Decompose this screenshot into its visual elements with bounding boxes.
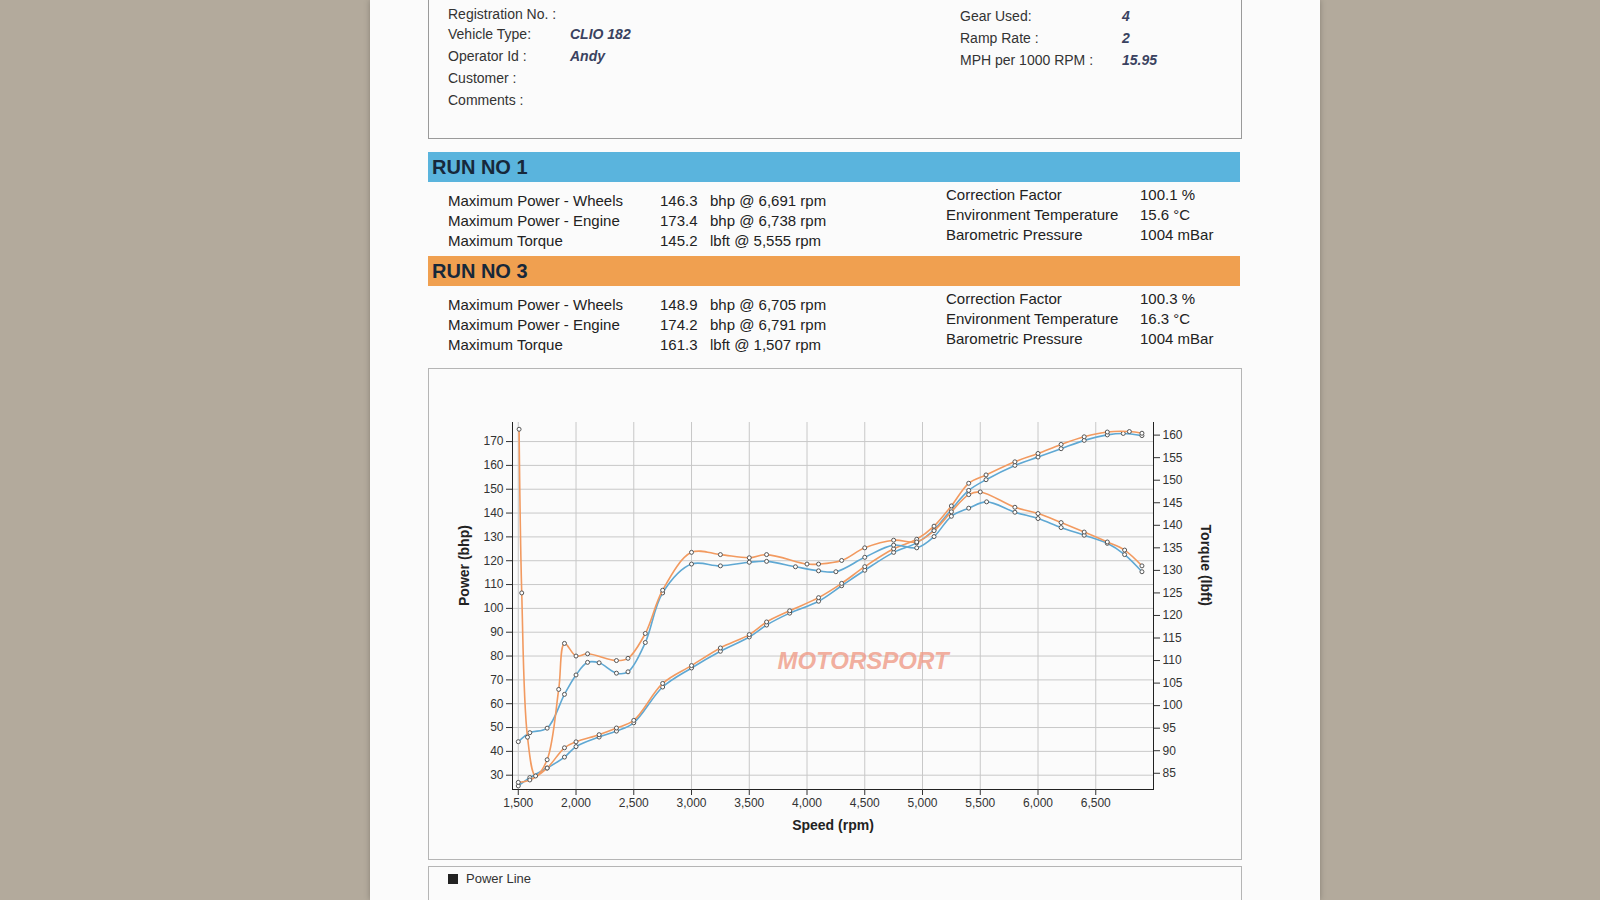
svg-text:140: 140 [1163,518,1183,532]
html-text:RUN NO 3: RUN NO 3 [432,260,528,282]
html-text:Maximum Power - Engine: Maximum Power - Engine [448,316,620,333]
svg-text:50: 50 [490,720,504,734]
svg-text:125: 125 [1163,586,1183,600]
html-text:lbft @ 1,507 rpm: lbft @ 1,507 rpm [710,336,822,353]
svg-text:110: 110 [1163,653,1182,667]
svg-text:150: 150 [1163,473,1183,487]
html-text:100.3 %: 100.3 % [1140,290,1195,307]
html-text:174.2: 174.2 [660,316,698,333]
html-text:1004 mBar: 1004 mBar [1140,226,1214,243]
html-text:Barometric Pressure: Barometric Pressure [946,226,1083,243]
html-text:161.3: 161.3 [660,336,698,353]
html-text:15.6 °C: 15.6 °C [1140,206,1191,223]
html-text:Environment Temperature: Environment Temperature [946,310,1119,327]
svg-text:30: 30 [490,768,504,782]
svg-text:160: 160 [483,458,503,472]
html-text:Andy: Andy [570,48,605,64]
svg-text:90: 90 [490,625,504,639]
html-text:Vehicle Type:: Vehicle Type: [448,26,531,42]
html-text:bhp @ 6,691 rpm: bhp @ 6,691 rpm [710,192,827,209]
html-text:145.2: 145.2 [660,232,698,249]
html-text:Power Line: Power Line [466,871,531,886]
html-text:Customer :: Customer : [448,70,517,86]
html-text:Registration No. :: Registration No. : [448,6,557,22]
html-text:Maximum Power - Engine: Maximum Power - Engine [448,212,620,229]
svg-text:145: 145 [1163,496,1183,510]
html-text:148.9: 148.9 [660,296,698,313]
html-text:15.95: 15.95 [1122,52,1157,68]
svg-text:155: 155 [1163,451,1183,465]
svg-text:85: 85 [1163,766,1177,780]
html-text:2: 2 [1122,30,1130,46]
svg-text:140: 140 [483,506,503,520]
html-text:4: 4 [1122,8,1130,24]
svg-text:160: 160 [1163,428,1183,442]
svg-text:3,000: 3,000 [677,796,707,810]
svg-text:70: 70 [490,673,504,687]
html-text:bhp @ 6,791 rpm: bhp @ 6,791 rpm [710,316,827,333]
svg-text:Power (bhp): Power (bhp) [456,525,472,606]
html-text:lbft @ 5,555 rpm: lbft @ 5,555 rpm [710,232,822,249]
html-text:173.4: 173.4 [660,212,698,229]
svg-text:100: 100 [483,601,503,615]
svg-text:Torque (lbft): Torque (lbft) [1198,525,1214,606]
svg-text:95: 95 [1163,721,1177,735]
html-text:100.1 %: 100.1 % [1140,186,1195,203]
svg-text:115: 115 [1163,631,1182,645]
svg-text:6,500: 6,500 [1081,796,1111,810]
svg-text:90: 90 [1163,744,1177,758]
svg-text:130: 130 [483,530,503,544]
svg-text:150: 150 [483,482,503,496]
html-text:Maximum Power - Wheels: Maximum Power - Wheels [448,192,623,209]
svg-text:120: 120 [1163,608,1183,622]
svg-text:80: 80 [490,649,504,663]
svg-text:5,000: 5,000 [907,796,937,810]
svg-text:2,000: 2,000 [561,796,591,810]
svg-text:40: 40 [490,744,504,758]
html-text:bhp @ 6,738 rpm: bhp @ 6,738 rpm [710,212,827,229]
html-text:Correction Factor: Correction Factor [946,186,1062,203]
svg-text:4,500: 4,500 [850,796,880,810]
svg-text:MOTORSPORT: MOTORSPORT [777,647,950,674]
html-text:Maximum Torque: Maximum Torque [448,232,563,249]
svg-text:5,500: 5,500 [965,796,995,810]
svg-text:2,500: 2,500 [619,796,649,810]
svg-text:105: 105 [1163,676,1183,690]
svg-text:6,000: 6,000 [1023,796,1053,810]
html-text:Gear Used:: Gear Used: [960,8,1032,24]
svg-text:4,000: 4,000 [792,796,822,810]
svg-text:1,500: 1,500 [503,796,533,810]
svg-text:170: 170 [483,434,503,448]
html-text:Operator Id :: Operator Id : [448,48,527,64]
svg-text:3,500: 3,500 [734,796,764,810]
html-text:1004 mBar: 1004 mBar [1140,330,1214,347]
html-text:Ramp Rate :: Ramp Rate : [960,30,1039,46]
html-text:146.3: 146.3 [660,192,698,209]
html-text:Maximum Torque: Maximum Torque [448,336,563,353]
svg-text:100: 100 [1163,698,1183,712]
svg-text:130: 130 [1163,563,1183,577]
html-text:Maximum Power - Wheels: Maximum Power - Wheels [448,296,623,313]
html-text:Comments :: Comments : [448,92,524,108]
svg-text:135: 135 [1163,541,1183,555]
html-text:Environment Temperature: Environment Temperature [946,206,1119,223]
svg-text:Speed (rpm): Speed (rpm) [792,817,874,833]
svg-text:110: 110 [484,577,503,591]
svg-text:60: 60 [490,697,504,711]
html-text:RUN NO 1: RUN NO 1 [432,156,528,178]
html-text:Barometric Pressure: Barometric Pressure [946,330,1083,347]
html-text:Correction Factor: Correction Factor [946,290,1062,307]
html-text:MPH per 1000 RPM :: MPH per 1000 RPM : [960,52,1094,68]
html-text:16.3 °C: 16.3 °C [1140,310,1191,327]
svg-text:120: 120 [483,554,503,568]
html-text:bhp @ 6,705 rpm: bhp @ 6,705 rpm [710,296,827,313]
html-text:CLIO 182: CLIO 182 [570,26,631,42]
